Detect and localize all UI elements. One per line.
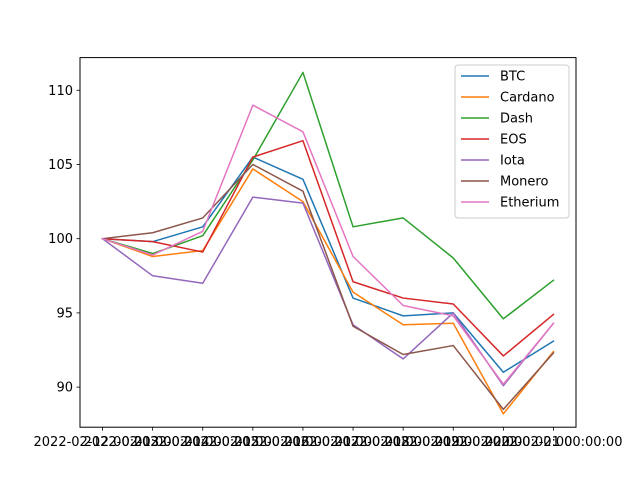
x-tick-label: 2022-02-16 00:00:00 <box>234 435 372 450</box>
x-tick-label: 2022-02-21 00:00:00 <box>484 435 622 450</box>
series-line-etherium <box>101 104 555 385</box>
x-tick-label: 2022-02-15 00:00:00 <box>184 435 322 450</box>
x-tick-label: 2022-02-12 00:00:00 <box>34 435 172 450</box>
legend-label-dash: Dash <box>500 112 533 127</box>
series-layer <box>101 71 555 415</box>
x-tick-label: 2022-02-14 00:00:00 <box>134 435 272 450</box>
legend-label-etherium: Etherium <box>500 196 559 211</box>
x-tick-label: 2022-02-19 00:00:00 <box>384 435 522 450</box>
y-tick-label: 95 <box>56 306 73 321</box>
legend-label-btc: BTC <box>500 70 525 85</box>
y-tick-label: 100 <box>48 232 73 247</box>
y-tick-label: 90 <box>56 381 73 396</box>
y-tick-label: 105 <box>48 158 73 173</box>
plot-frame <box>79 57 577 428</box>
y-axis: 90 95 100 105 110 <box>48 84 80 396</box>
legend: BTC Cardano Dash EOS Iota Monero Etherium <box>454 64 570 219</box>
legend-label-monero: Monero <box>500 175 548 190</box>
legend-box <box>454 64 570 219</box>
legend-label-cardano: Cardano <box>500 91 555 106</box>
legend-label-iota: Iota <box>500 154 525 169</box>
legend-label-eos: EOS <box>500 133 527 148</box>
series-line-dash <box>101 71 555 320</box>
y-tick-label: 110 <box>48 84 73 99</box>
x-tick-label: 2022-02-18 00:00:00 <box>334 435 472 450</box>
series-line-iota <box>101 196 555 387</box>
series-line-eos <box>101 139 555 357</box>
x-tick-label: 2022-02-17 00:00:00 <box>284 435 422 450</box>
series-line-cardano <box>101 168 555 415</box>
x-tick-label: 2022-02-13 00:00:00 <box>84 435 222 450</box>
x-tick-label: 2022-02-20 00:00:00 <box>434 435 572 450</box>
series-line-monero <box>101 163 555 411</box>
series-line-btc <box>101 156 555 374</box>
